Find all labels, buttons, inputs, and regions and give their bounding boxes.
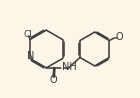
Text: O: O — [115, 32, 123, 42]
Text: Cl: Cl — [23, 30, 32, 39]
Text: NH: NH — [62, 62, 76, 72]
Text: O: O — [49, 75, 57, 85]
Text: N: N — [27, 51, 34, 61]
